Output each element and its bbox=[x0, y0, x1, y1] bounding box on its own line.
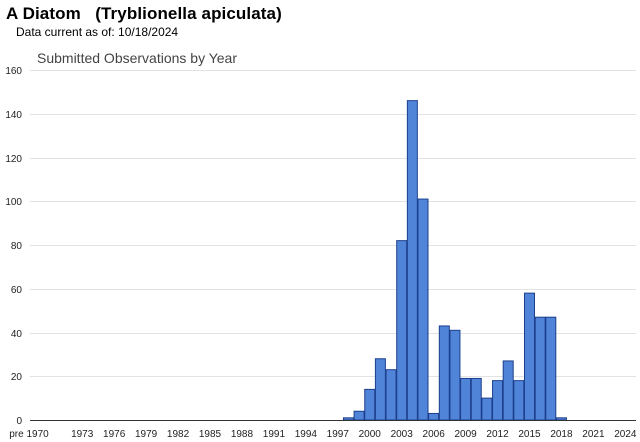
bar-2013 bbox=[502, 360, 514, 421]
bar-2017 bbox=[545, 316, 557, 421]
x-tick-label: 2006 bbox=[423, 429, 446, 440]
bar-2002 bbox=[385, 369, 397, 421]
bar-2007 bbox=[438, 325, 450, 421]
x-tick-label: 1991 bbox=[263, 429, 286, 440]
y-tick-label: 120 bbox=[5, 154, 22, 165]
bar-2016 bbox=[534, 316, 546, 421]
y-tick-label: 140 bbox=[5, 110, 22, 121]
y-tick-label: 80 bbox=[11, 241, 23, 252]
bar-2000 bbox=[364, 388, 376, 421]
bar-1998 bbox=[342, 417, 354, 421]
x-tick-label: 1985 bbox=[199, 429, 222, 440]
grid-layer: 0 20 40 60 80 100 120 140 160 bbox=[5, 66, 636, 427]
bar-2012 bbox=[492, 380, 504, 421]
x-tick-label: 1973 bbox=[71, 429, 94, 440]
x-tick-label: 1994 bbox=[295, 429, 318, 440]
page-title: A Diatom (Tryblionella apiculata) bbox=[6, 4, 282, 23]
x-tick-label: 2003 bbox=[391, 429, 414, 440]
y-tick-label: 0 bbox=[16, 416, 22, 427]
bar-2003 bbox=[396, 240, 408, 421]
y-tick-label: 100 bbox=[5, 197, 22, 208]
y-tick-label: 20 bbox=[11, 372, 23, 383]
chart-title: Submitted Observations by Year bbox=[37, 50, 237, 66]
x-tick-label: 2015 bbox=[518, 429, 541, 440]
y-tick-label: 40 bbox=[11, 329, 23, 340]
x-tick-label: 1976 bbox=[103, 429, 126, 440]
y-tick-label: 160 bbox=[5, 66, 22, 77]
x-tick-label: 1979 bbox=[135, 429, 158, 440]
x-tick-label: 2000 bbox=[359, 429, 382, 440]
bar-2011 bbox=[481, 397, 493, 421]
bar-2015 bbox=[524, 292, 535, 421]
x-tick-label: 2009 bbox=[454, 429, 477, 440]
x-tick-label: 1988 bbox=[231, 429, 254, 440]
bar-2006 bbox=[428, 412, 440, 421]
bar-2014 bbox=[513, 380, 525, 421]
data-current-text: Data current as of: 10/18/2024 bbox=[16, 25, 179, 39]
x-tick-label: 2024 bbox=[614, 429, 637, 440]
bar-2004 bbox=[406, 100, 418, 421]
x-tick-label: 1997 bbox=[327, 429, 350, 440]
x-tick-label: 2012 bbox=[486, 429, 509, 440]
bar-2008 bbox=[449, 329, 461, 421]
x-tick-label: 1982 bbox=[167, 429, 190, 440]
bar-layer bbox=[342, 100, 567, 421]
bar-2018 bbox=[555, 417, 567, 421]
x-tick-label: 2021 bbox=[582, 429, 605, 440]
axis-layer: pre 1970 1973 1976 1979 1982 1985 1988 1991 1994… bbox=[9, 420, 637, 440]
bar-2001 bbox=[374, 358, 386, 421]
bar-2010 bbox=[470, 377, 482, 421]
x-tick-label: 2018 bbox=[550, 429, 573, 440]
bar-2005 bbox=[417, 198, 429, 421]
bar-1999 bbox=[353, 410, 365, 421]
x-tick-label: pre 1970 bbox=[9, 429, 49, 440]
bar-2009 bbox=[460, 377, 472, 421]
y-tick-label: 60 bbox=[11, 285, 23, 296]
